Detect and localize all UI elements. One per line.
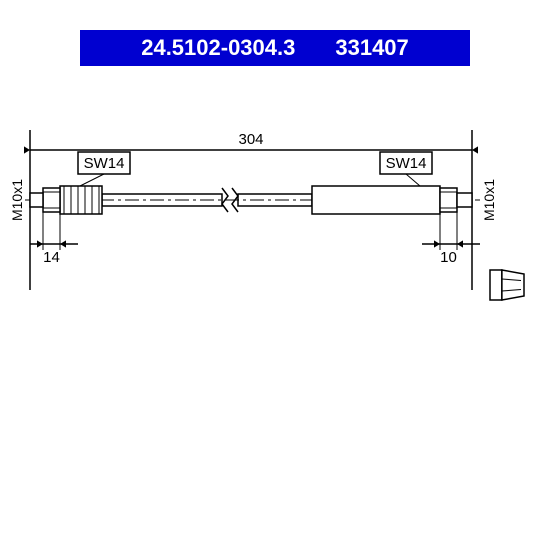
header-code: 331407 — [335, 35, 408, 61]
svg-text:M10x1: M10x1 — [9, 179, 25, 221]
svg-text:304: 304 — [238, 131, 263, 148]
svg-text:SW14: SW14 — [84, 155, 125, 172]
part-number: 24.5102-0304.3 — [141, 35, 295, 61]
svg-text:M10x1: M10x1 — [481, 179, 497, 221]
technical-drawing: 304 SW14 SW14 M10x1 M10x1 14 10 — [0, 0, 550, 550]
svg-text:10: 10 — [440, 249, 457, 266]
svg-text:14: 14 — [43, 249, 60, 266]
svg-text:SW14: SW14 — [386, 155, 427, 172]
header-bar: 24.5102-0304.3 331407 — [80, 30, 470, 66]
